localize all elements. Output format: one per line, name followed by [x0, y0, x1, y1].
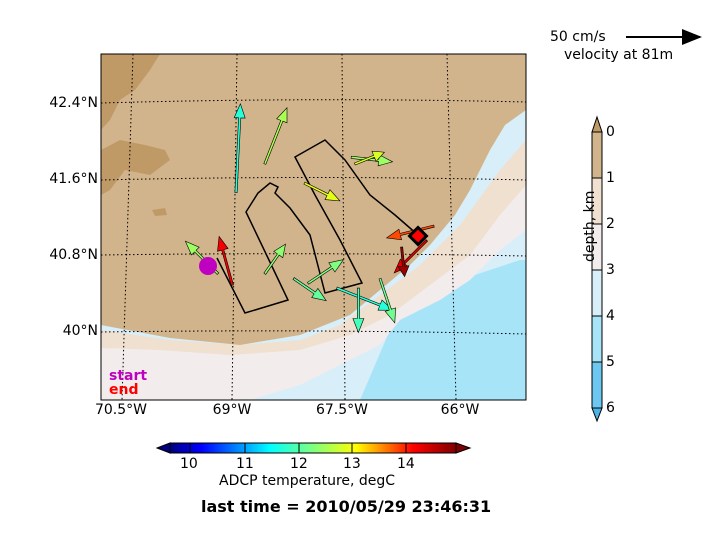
- lon-label: 69°W: [212, 402, 252, 418]
- start-marker: [199, 257, 217, 275]
- depth-tick: 5: [606, 354, 615, 370]
- graticule: [101, 54, 526, 400]
- reference-depth-label: velocity at 81m: [564, 47, 674, 63]
- temp-colorbar-title: ADCP temperature, degC: [219, 473, 396, 489]
- reference-speed-label: 50 cm/s: [550, 29, 606, 45]
- map-frame: [100, 53, 527, 401]
- depth-colorbar-title: depth, km: [582, 190, 598, 262]
- velocity-vector: [385, 224, 435, 241]
- velocity-vector: [263, 107, 288, 165]
- velocity-vector: [378, 277, 396, 324]
- velocity-vector: [352, 287, 365, 334]
- temperature-colorbar: [155, 442, 472, 454]
- depth-tick: 3: [606, 262, 615, 278]
- depth-colorbar: [591, 115, 603, 423]
- velocity-vector: [292, 277, 327, 302]
- lat-label: 42.4°N: [49, 95, 98, 111]
- temp-tick: 13: [343, 456, 361, 472]
- velocity-vectors: [184, 102, 435, 334]
- velocity-vector: [350, 154, 394, 167]
- velocity-vector: [233, 102, 246, 194]
- velocity-vector: [217, 235, 234, 286]
- end-marker: [407, 225, 429, 247]
- last-time-label: last time = 2010/05/29 23:46:31: [201, 497, 492, 516]
- start-legend-label: start: [109, 368, 148, 384]
- lat-label: 40.8°N: [49, 247, 98, 263]
- slope-band: [101, 180, 526, 400]
- ship-track: [216, 139, 419, 314]
- land-capecod: [101, 140, 170, 195]
- temp-tick: 14: [397, 456, 415, 472]
- ocean-abyss: [360, 260, 526, 400]
- lon-label: 66°W: [440, 402, 480, 418]
- depth-tick: 2: [606, 216, 615, 232]
- depth-tick: 0: [606, 124, 615, 140]
- temp-tick: 12: [290, 456, 308, 472]
- velocity-vector: [397, 246, 410, 278]
- land-maine: [101, 54, 160, 130]
- lat-label: 41.6°N: [49, 171, 98, 187]
- map-area: [101, 54, 526, 400]
- depth-tick: 4: [606, 308, 615, 324]
- temp-tick: 10: [180, 456, 198, 472]
- depth-tick: 6: [606, 400, 615, 416]
- end-legend-label: end: [109, 382, 139, 398]
- velocity-vector: [306, 259, 345, 285]
- velocity-vector: [354, 150, 386, 166]
- lon-label: 67.5°W: [315, 402, 368, 418]
- velocity-vector: [263, 243, 286, 275]
- shelf-band: [101, 140, 526, 355]
- lon-label: 70.5°W: [94, 402, 147, 418]
- depth-tick: 1: [606, 170, 615, 186]
- land-island: [152, 208, 167, 216]
- lat-label: 40°N: [62, 323, 98, 339]
- velocity-vector: [303, 181, 341, 202]
- temp-tick: 11: [236, 456, 254, 472]
